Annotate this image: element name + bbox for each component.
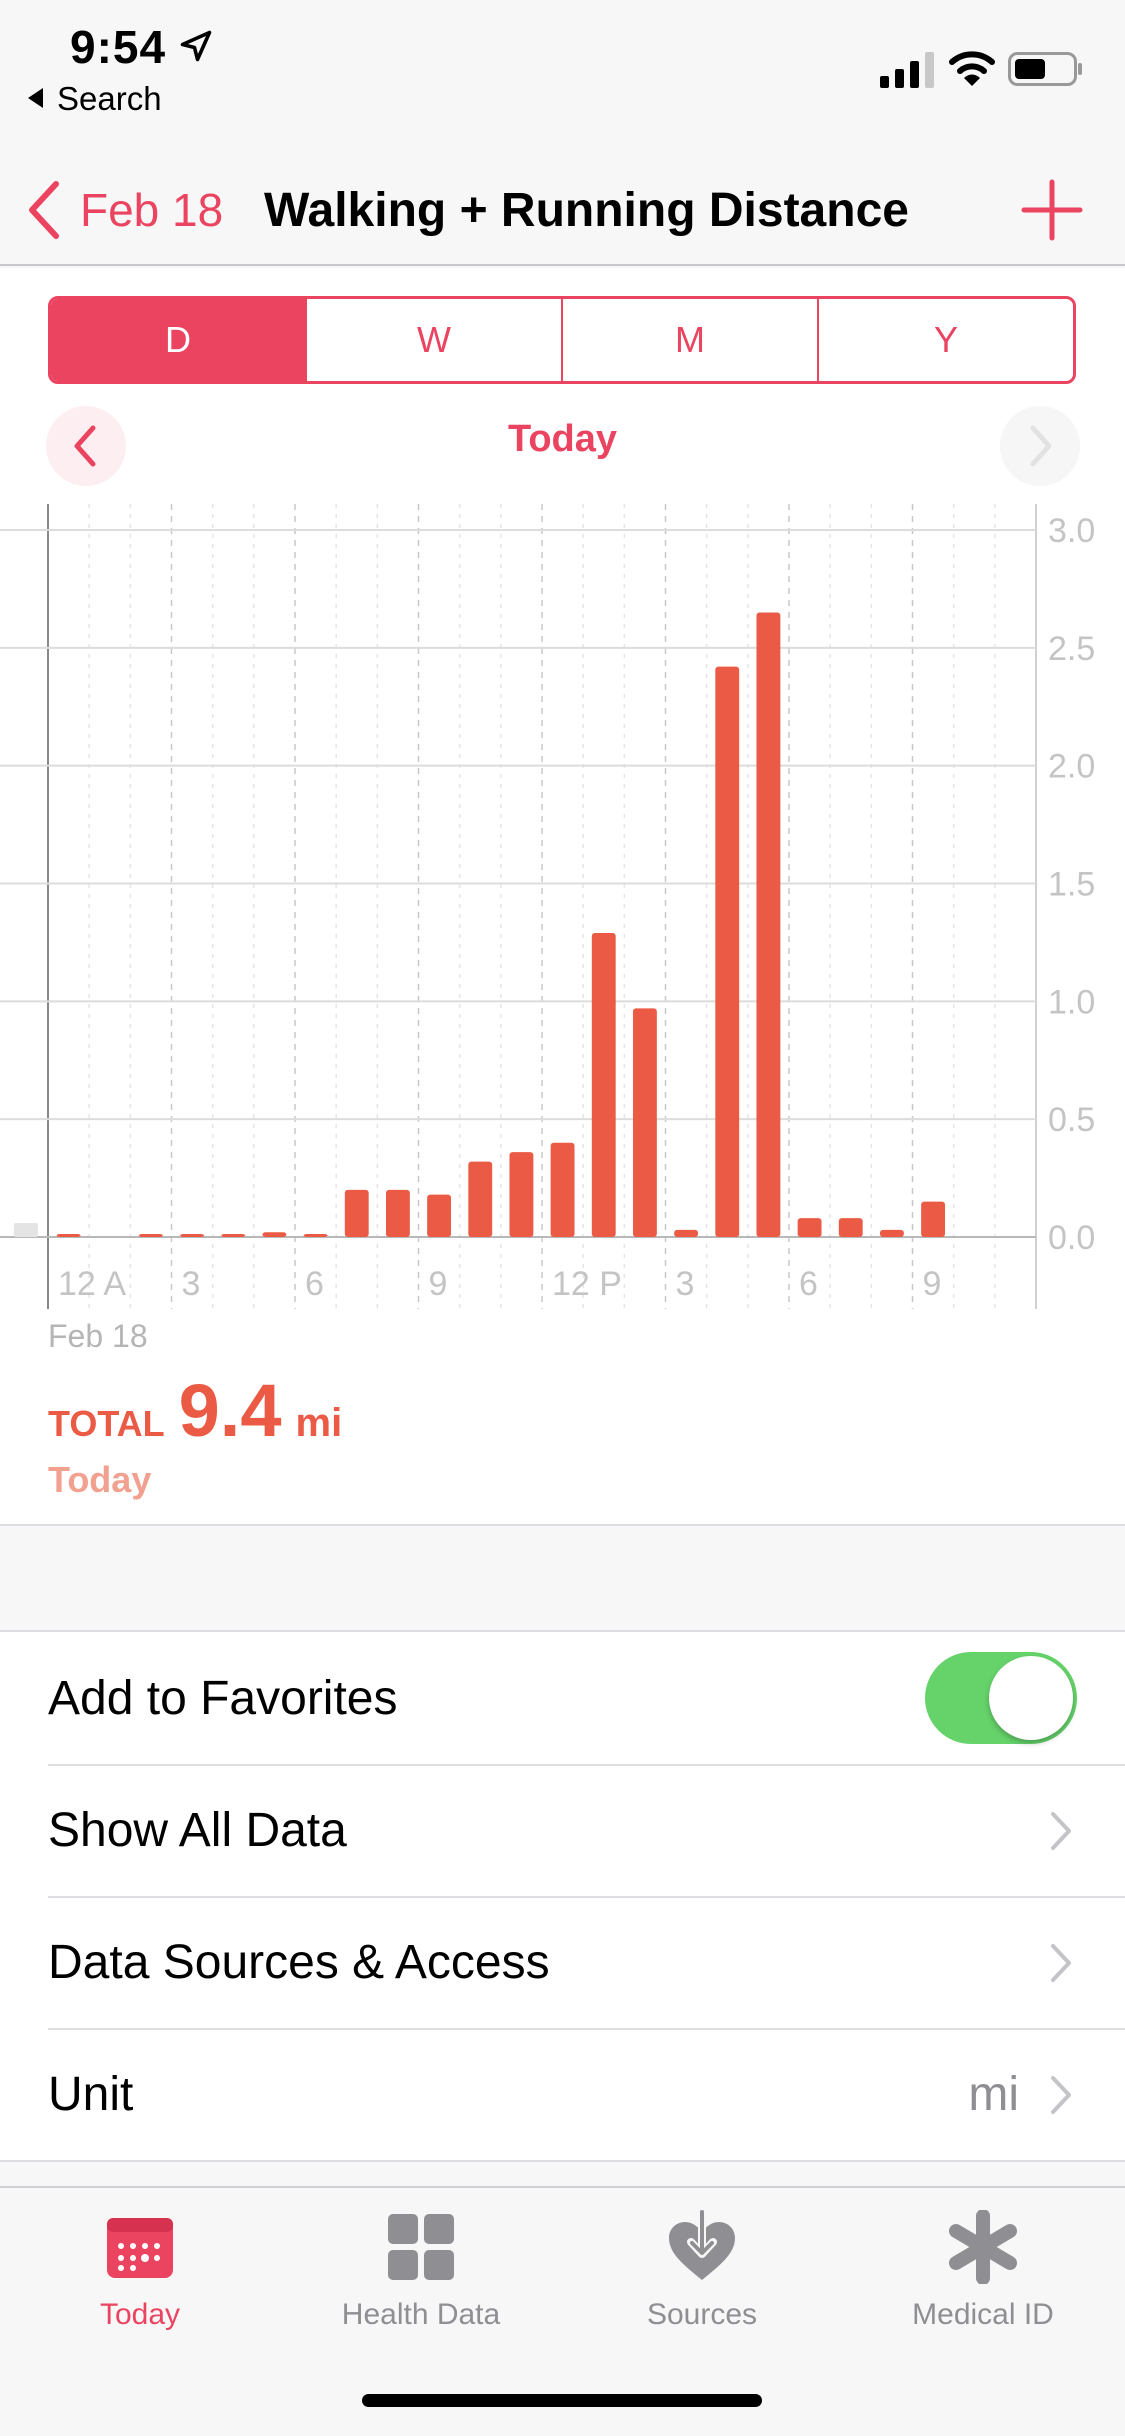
back-label: Feb 18 <box>80 184 224 236</box>
chevron-left-icon <box>74 425 96 467</box>
tab-today[interactable]: Today <box>0 2210 280 2332</box>
x-tick-label: 3 <box>676 1265 695 1303</box>
x-tick-label: 12 A <box>58 1265 126 1303</box>
tab-label: Medical ID <box>912 2298 1054 2331</box>
back-button[interactable]: Feb 18 <box>24 170 223 250</box>
next-period-button[interactable] <box>1000 406 1080 486</box>
x-tick-label: 12 P <box>552 1265 622 1303</box>
chevron-right-icon <box>1051 1944 1071 1982</box>
chevron-right-icon <box>1051 2076 1071 2114</box>
cellular-signal-icon <box>880 52 934 88</box>
show-all-data-row[interactable]: Show All Data <box>0 1764 1125 1896</box>
chart-bar <box>262 1232 287 1237</box>
tab-label: Health Data <box>341 2298 501 2331</box>
chevron-right-icon <box>1051 1812 1071 1850</box>
x-tick-label: 9 <box>429 1265 448 1303</box>
segment-week[interactable]: W <box>307 299 563 381</box>
chart-bar <box>56 1234 81 1237</box>
unit-label: Unit <box>48 2067 134 2121</box>
segment-year[interactable]: Y <box>933 319 958 360</box>
back-to-search-link[interactable]: Search <box>28 80 162 118</box>
chart-bar <box>138 1234 163 1237</box>
y-tick-label: 1.0 <box>1048 983 1095 1021</box>
period-label: Today <box>507 418 618 460</box>
add-to-favorites-row: Add to Favorites <box>0 1632 1125 1764</box>
total-period: Today <box>48 1459 152 1500</box>
chart-bar <box>427 1194 452 1237</box>
x-tick-label: 6 <box>799 1265 818 1303</box>
location-arrow-icon <box>180 30 212 62</box>
status-time: 9:54 <box>70 21 167 73</box>
segment-day[interactable]: D <box>51 299 307 381</box>
chevron-right-icon <box>1030 425 1052 467</box>
chart-baseline-marker <box>14 1223 38 1237</box>
y-tick-label: 3.0 <box>1048 512 1095 550</box>
chart-bar <box>797 1218 822 1237</box>
distance-bar-chart: 0.0 0.5 1.0 1.5 2.0 2.5 3.0 12 A 3 6 9 12 P 3 6 9 <box>0 504 1095 1309</box>
x-tick-label: 3 <box>182 1265 201 1303</box>
toggle-knob <box>989 1656 1073 1740</box>
chart-date-label: Feb 18 <box>48 1318 148 1354</box>
settings-list: Add to Favorites Show All Data Data Sour… <box>0 1630 1125 2162</box>
back-triangle-icon <box>28 88 43 108</box>
add-to-favorites-label: Add to Favorites <box>48 1671 398 1725</box>
page-title: Walking + Running Distance <box>264 183 909 237</box>
tab-medical-id[interactable]: Medical ID <box>843 2210 1123 2332</box>
y-tick-label: 1.5 <box>1048 866 1095 904</box>
tab-sources[interactable]: Sources <box>562 2210 842 2332</box>
chevron-left-icon <box>29 181 59 239</box>
y-tick-label: 0.5 <box>1048 1101 1095 1139</box>
x-tick-label: 6 <box>305 1265 324 1303</box>
chart-bar <box>756 612 781 1237</box>
chart-bar <box>344 1189 369 1237</box>
chart-bar <box>921 1201 946 1237</box>
home-indicator <box>362 2394 762 2407</box>
y-tick-label: 2.5 <box>1048 630 1095 668</box>
tab-label: Sources <box>646 2298 758 2331</box>
chart-bar <box>221 1234 246 1237</box>
favorites-toggle[interactable] <box>925 1652 1077 1744</box>
previous-period-button[interactable] <box>46 406 126 486</box>
heart-download-icon <box>669 2210 735 2280</box>
chart-bar <box>838 1218 863 1237</box>
navigation-bar: Feb 18 Walking + Running Distance <box>0 160 1125 266</box>
battery-icon <box>1008 52 1082 86</box>
total-unit: mi <box>295 1401 343 1445</box>
chart-bar <box>674 1229 699 1237</box>
chart-bar <box>879 1229 904 1237</box>
calendar-icon <box>107 2218 173 2278</box>
segment-month[interactable]: M <box>563 299 819 381</box>
chart-bar <box>632 1008 657 1237</box>
data-sources-row[interactable]: Data Sources & Access <box>0 1896 1125 2028</box>
grid-icon <box>388 2214 454 2280</box>
total-value: 9.4 <box>178 1369 282 1452</box>
total-summary: TOTAL 9.4 mi Today <box>48 1368 342 1501</box>
total-label: TOTAL <box>48 1403 165 1444</box>
y-tick-label: 2.0 <box>1048 748 1095 786</box>
chart-bar <box>468 1161 493 1237</box>
chart-bar <box>180 1234 205 1237</box>
chart-bar <box>303 1234 328 1237</box>
period-segmented-control: D W M Y <box>48 296 1076 384</box>
back-app-label: Search <box>57 80 162 117</box>
show-all-data-label: Show All Data <box>48 1803 347 1857</box>
unit-value: mi <box>968 2067 1019 2121</box>
add-data-button[interactable] <box>1020 172 1084 248</box>
asterisk-icon <box>949 2210 1017 2284</box>
wifi-icon <box>949 51 995 86</box>
chart-bar <box>715 666 740 1237</box>
y-tick-label: 0.0 <box>1048 1219 1095 1257</box>
unit-row[interactable]: Unit mi <box>0 2028 1125 2160</box>
tab-health-data[interactable]: Health Data <box>281 2210 561 2332</box>
chart-bar <box>591 932 616 1237</box>
data-sources-label: Data Sources & Access <box>48 1935 550 1989</box>
x-tick-label: 9 <box>923 1265 942 1303</box>
status-bar: 9:54 Search <box>0 0 1125 160</box>
chart-bar <box>509 1152 534 1237</box>
tab-label: Today <box>99 2298 181 2331</box>
chart-card: D W M Y Today 0.0 0.5 1.0 1.5 2.0 2.5 3.0 12 A 3… <box>0 268 1125 1526</box>
chart-bar <box>385 1189 410 1237</box>
chart-bar <box>550 1142 575 1237</box>
